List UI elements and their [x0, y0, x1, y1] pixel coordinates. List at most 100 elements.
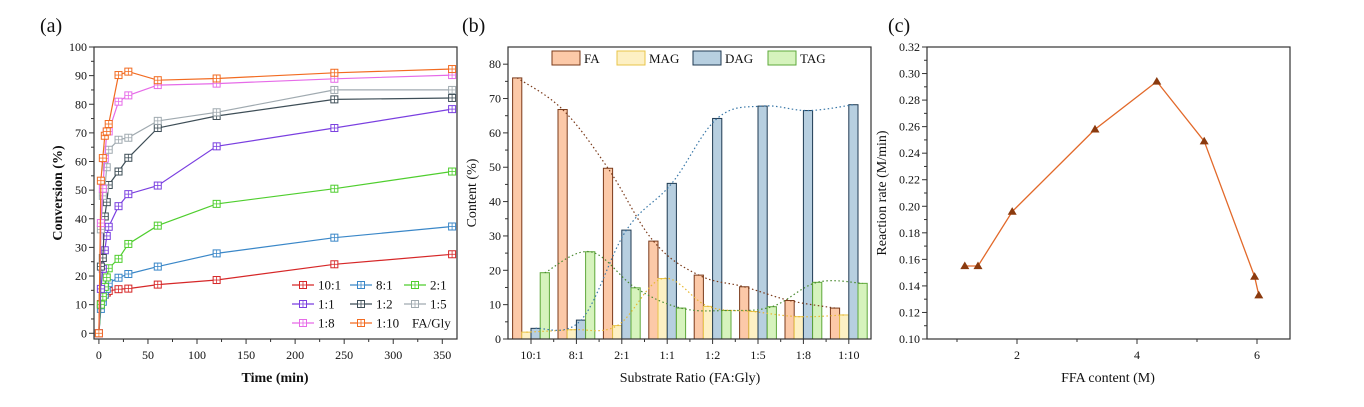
data-point	[124, 270, 133, 279]
y-tick-label: 80	[75, 97, 87, 111]
legend-swatch	[551, 50, 581, 66]
panel-a: (a) 0 10 20 30 40 50 60 70 80 90 100 0 50 100 150 200 25…	[40, 15, 458, 386]
legend-label: MAG	[649, 51, 679, 66]
series-2-1	[94, 167, 457, 338]
data-point	[98, 184, 107, 193]
data-point	[448, 105, 457, 114]
data-point-triangle	[960, 261, 970, 270]
bars-FA	[512, 77, 841, 340]
data-point	[330, 85, 339, 94]
bar	[630, 287, 641, 340]
bar	[721, 309, 732, 340]
y-tick-label: 70	[489, 92, 501, 106]
y-tick-label: 30	[489, 229, 501, 243]
bar	[621, 229, 632, 340]
bar	[848, 104, 859, 340]
trendline-FA	[516, 77, 836, 309]
y-tick-label: 40	[489, 195, 501, 209]
data-point	[212, 142, 221, 151]
data-point	[114, 97, 123, 106]
data-point	[330, 68, 339, 77]
data-point	[448, 222, 457, 231]
legend-item: 1:1	[292, 297, 335, 312]
panel-b: (b) 0 10 20 30 40 50 60 70 80 10:1 8:1 2:1 1:1 1:2 1:5…	[462, 15, 872, 386]
bar	[557, 109, 568, 340]
y-tick-label: 40	[75, 212, 87, 226]
data-point-triangle	[1199, 136, 1209, 145]
legend-title: FA/Gly	[412, 316, 451, 331]
data-point	[100, 246, 109, 255]
y-tick-label: 50	[489, 160, 501, 174]
series-1-5	[94, 85, 457, 338]
bar	[657, 278, 668, 340]
y-tick-label: 80	[489, 57, 501, 71]
data-point	[124, 284, 133, 293]
y-tick-label: 90	[75, 69, 87, 83]
bar	[602, 167, 614, 340]
y-tick-label: 0.16	[899, 252, 920, 266]
x-tick-label: 250	[335, 348, 353, 362]
x-tick-label: 200	[286, 348, 304, 362]
y-tick-label: 0	[495, 332, 501, 346]
legend-item: DAG	[692, 50, 753, 66]
x-tick-label: 4	[1134, 348, 1140, 362]
y-tick-label: 60	[75, 155, 87, 169]
data-point	[330, 260, 339, 269]
bar	[829, 307, 841, 340]
legend-marker	[299, 281, 307, 289]
panel-c-xlabel: FFA content (M)	[1061, 371, 1155, 386]
data-point	[212, 276, 221, 285]
data-point	[114, 273, 123, 282]
y-tick-label: 100	[69, 40, 87, 54]
panel-c: (c) 0.10 0.12 0.14 0.16 0.18 0.20 0.22 0.24 0.26…	[875, 15, 1291, 386]
legend-item: 2:1	[404, 278, 447, 293]
y-tick-label: 0.30	[899, 67, 920, 81]
y-tick-label: 70	[75, 126, 87, 140]
panel-c-frame	[926, 46, 1291, 340]
series-1-1	[94, 105, 457, 338]
panel-b-label: (b)	[462, 15, 485, 37]
series-line	[98, 170, 453, 334]
data-point	[114, 285, 123, 294]
y-tick-label: 60	[489, 126, 501, 140]
x-tick-label: 2	[1014, 348, 1020, 362]
y-tick-label: 0.24	[899, 146, 920, 160]
legend-label: 1:10	[376, 316, 399, 331]
data-point	[212, 199, 221, 208]
bar	[748, 311, 759, 340]
bar	[702, 305, 714, 340]
data-point	[114, 71, 123, 80]
legend-marker	[357, 281, 365, 289]
y-tick-label: 30	[75, 240, 87, 254]
legend-label: 2:1	[430, 278, 447, 293]
data-point	[114, 135, 123, 144]
data-point	[153, 280, 162, 289]
legend-item: 1:10	[350, 316, 399, 331]
x-tick-label: 8:1	[569, 348, 584, 362]
series-8-1	[94, 222, 457, 338]
panel-b-xlabel: Substrate Ratio (FA:Gly)	[620, 371, 761, 386]
legend-label: 1:5	[430, 297, 447, 312]
legend-swatch	[616, 50, 646, 66]
data-point	[104, 222, 113, 231]
data-point	[124, 133, 133, 142]
data-point-triangle	[1254, 290, 1264, 299]
bars-TAG	[539, 251, 868, 340]
data-point	[212, 108, 221, 117]
panel-a-label: (a)	[40, 15, 62, 37]
bar	[693, 274, 704, 340]
data-point	[124, 239, 133, 248]
x-tick-label: 300	[384, 348, 402, 362]
bar	[530, 327, 541, 340]
data-point-triangle	[973, 261, 983, 270]
y-tick-label: 0.28	[899, 93, 920, 107]
legend-item: 8:1	[350, 278, 393, 293]
legend-label: 8:1	[376, 278, 393, 293]
x-tick-label: 100	[188, 348, 206, 362]
y-tick-label: 10	[489, 298, 501, 312]
data-point	[330, 124, 339, 133]
data-point	[448, 250, 457, 259]
data-point	[94, 329, 103, 338]
data-point	[98, 154, 107, 163]
series-line	[964, 80, 1260, 296]
